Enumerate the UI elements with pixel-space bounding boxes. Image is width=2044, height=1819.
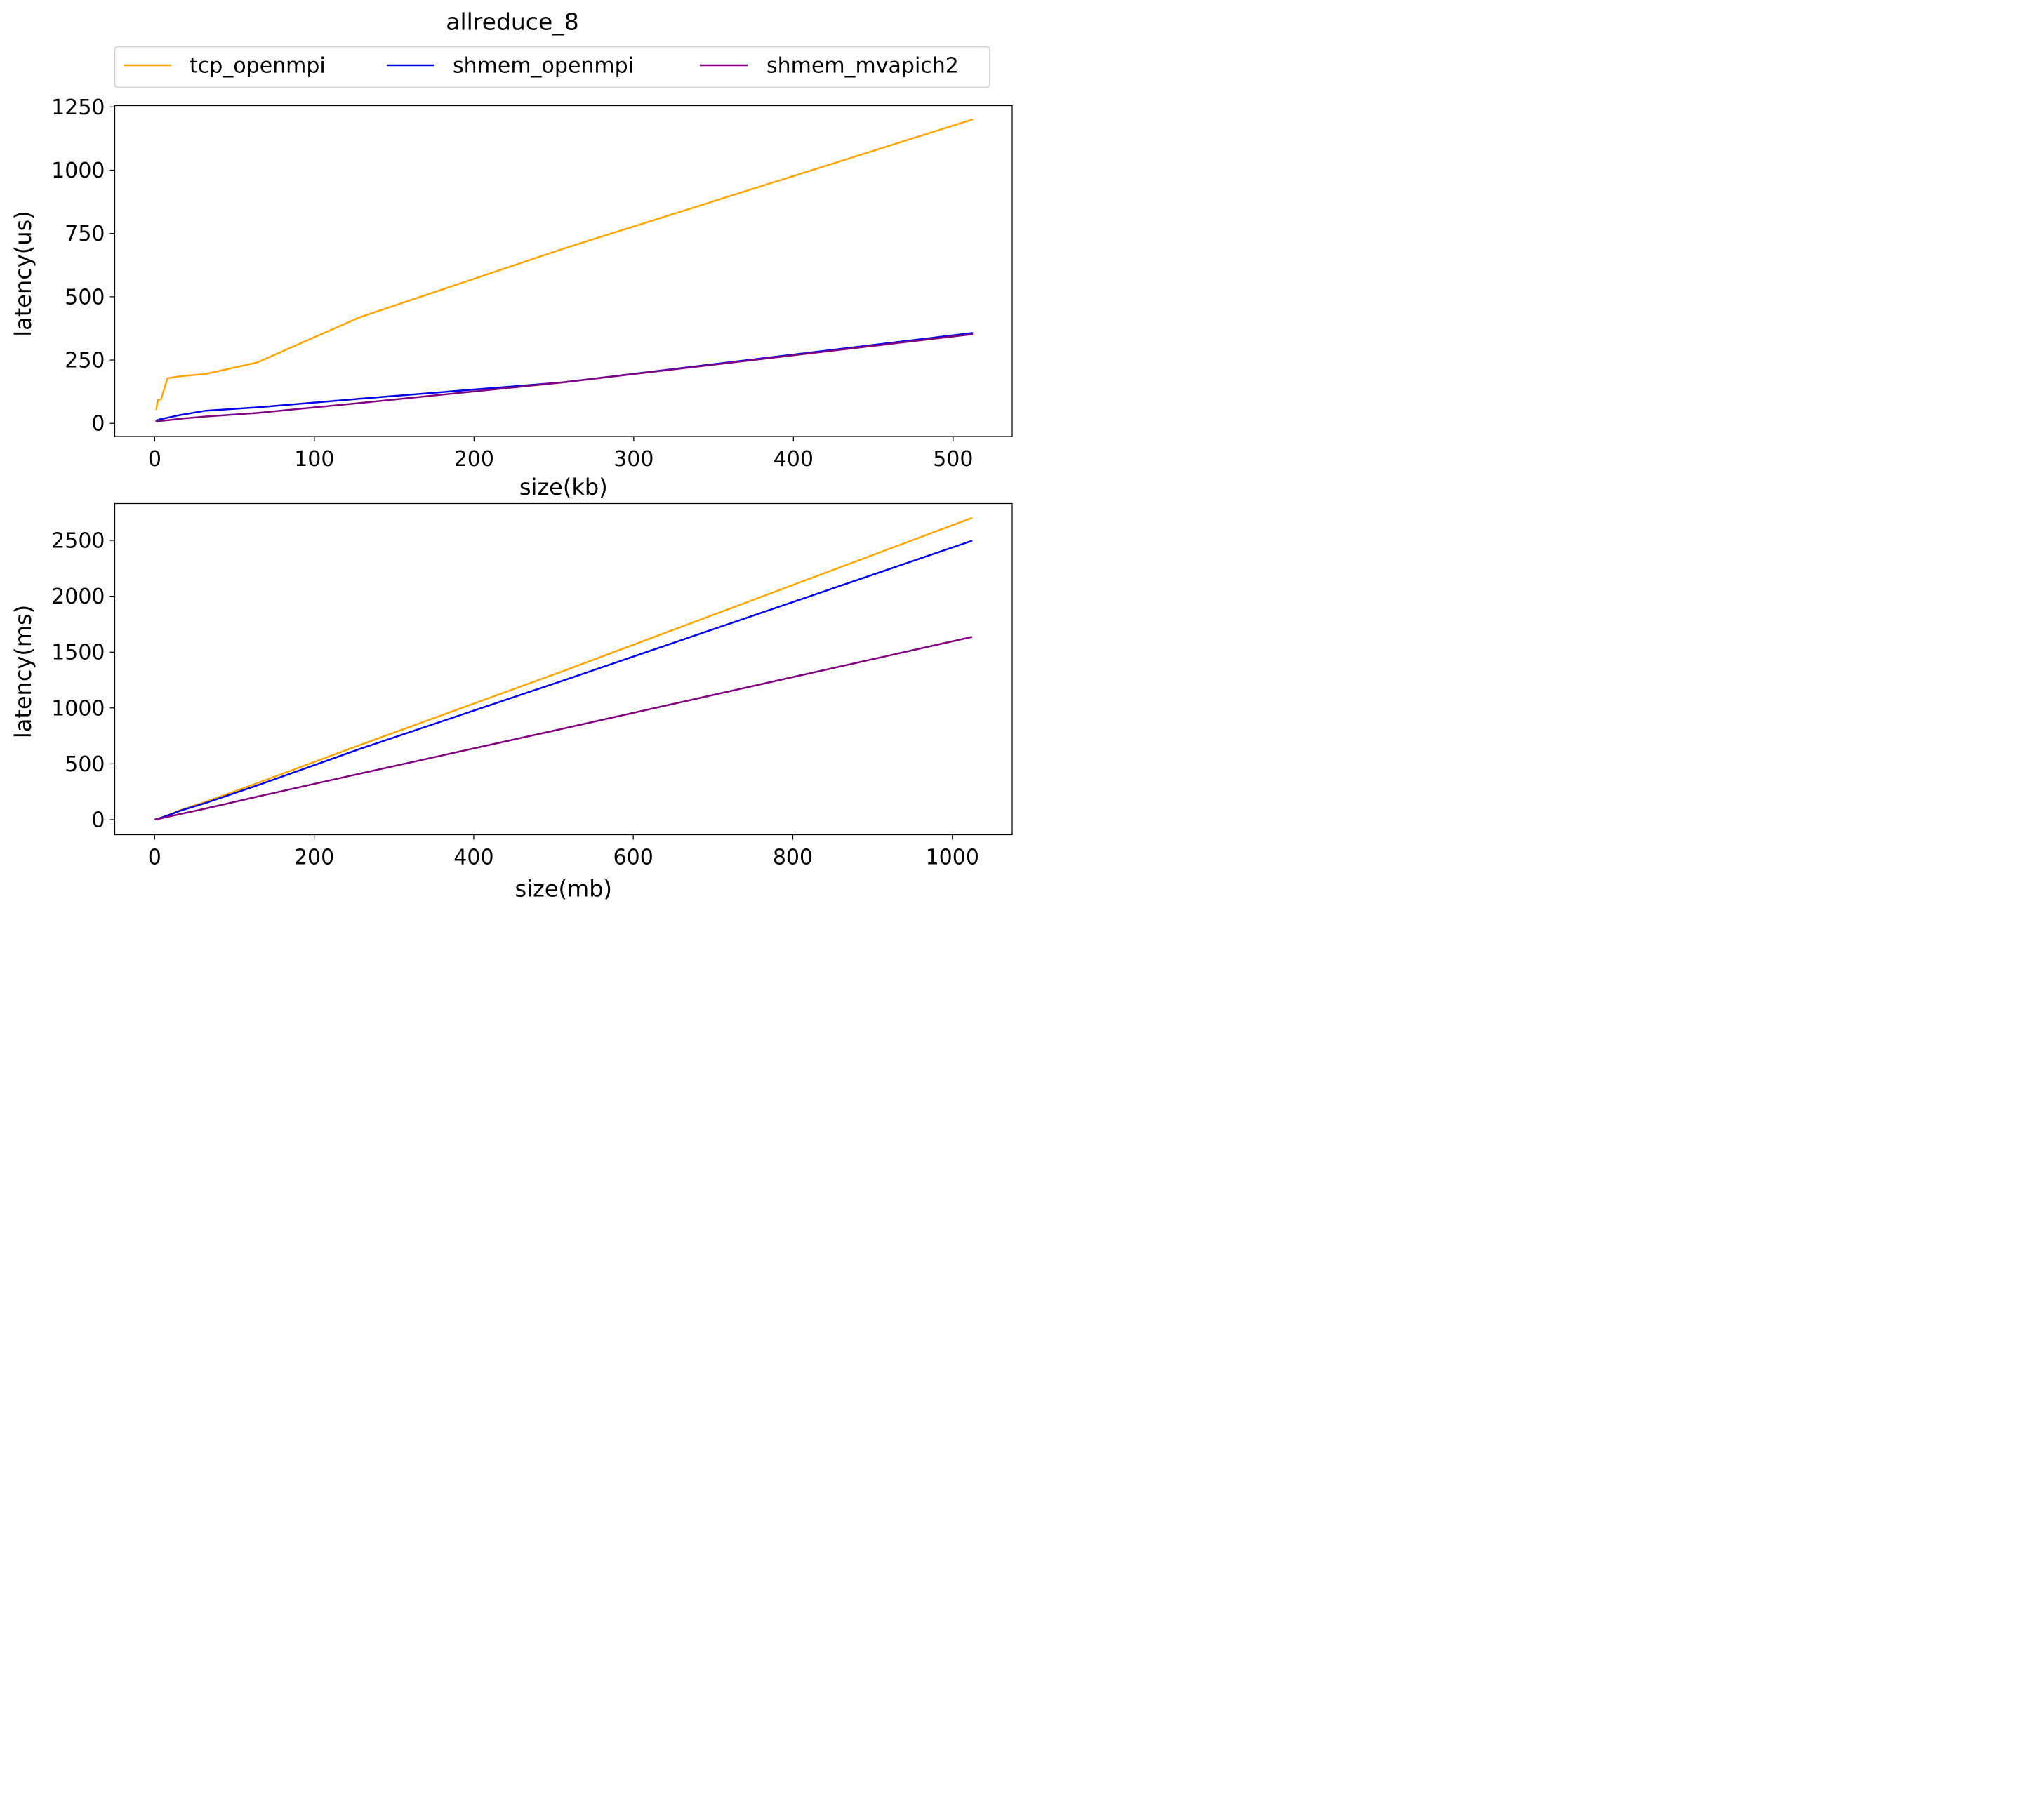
x-tick-label: 200 bbox=[454, 447, 494, 472]
y-axis-label: latency(ms) bbox=[10, 605, 36, 738]
legend-entry-tcp-openmpi: tcp_openmpi bbox=[124, 54, 326, 79]
bottom-subplot-mb: 0 200 400 600 800 1000 0 500 1000 1500 2000 2500 siz… bbox=[10, 502, 1013, 902]
y-tick-label: 1500 bbox=[51, 641, 105, 665]
x-tick-label: 600 bbox=[613, 846, 653, 870]
x-tick-label: 200 bbox=[294, 846, 334, 870]
plot-area-frame bbox=[114, 105, 1013, 437]
x-axis-label: size(kb) bbox=[519, 474, 608, 500]
x-tick-label: 400 bbox=[774, 447, 814, 472]
x-tick-label: 0 bbox=[148, 846, 161, 870]
x-tick-label: 0 bbox=[148, 447, 161, 472]
chart-figure: allreduce_8 tcp_openmpi shmem_openmpi sh… bbox=[10, 8, 1013, 902]
x-axis-label: size(mb) bbox=[515, 876, 613, 902]
legend-entry-shmem-openmpi: shmem_openmpi bbox=[387, 54, 634, 79]
y-axis-label: latency(us) bbox=[10, 211, 36, 336]
y-tick-label: 2500 bbox=[51, 529, 105, 554]
y-tick-label: 250 bbox=[65, 349, 105, 373]
y-tick-label: 0 bbox=[91, 808, 105, 833]
top-subplot-kb: 0 100 200 300 400 500 0 250 500 750 1000 1250 size(k… bbox=[10, 95, 1013, 500]
series-line-tcp-openmpi bbox=[154, 517, 973, 820]
legend-entry-shmem-mvapich2: shmem_mvapich2 bbox=[700, 54, 959, 79]
legend: tcp_openmpi shmem_openmpi shmem_mvapich2 bbox=[114, 46, 990, 88]
x-tick-label: 100 bbox=[294, 447, 334, 472]
series-line-shmem-openmpi bbox=[155, 332, 974, 422]
legend-label-shmem-mvapich2: shmem_mvapich2 bbox=[766, 54, 959, 79]
y-tick-label: 1250 bbox=[51, 95, 105, 120]
legend-label-shmem-openmpi: shmem_openmpi bbox=[453, 54, 634, 79]
series-line-tcp-openmpi bbox=[155, 119, 974, 411]
x-tick-label: 500 bbox=[933, 447, 973, 472]
legend-frame bbox=[114, 46, 990, 88]
series-line-shmem-mvapich2 bbox=[155, 333, 974, 422]
series-line-shmem-mvapich2 bbox=[154, 636, 973, 820]
y-tick-label: 1000 bbox=[51, 159, 105, 183]
plot-area-frame bbox=[114, 502, 1013, 836]
y-tick-label: 500 bbox=[65, 285, 105, 309]
legend-label-tcp-openmpi: tcp_openmpi bbox=[190, 54, 326, 79]
series-line-shmem-openmpi bbox=[154, 540, 973, 820]
x-tick-label: 800 bbox=[773, 846, 813, 870]
y-tick-label: 0 bbox=[91, 412, 105, 437]
x-tick-label: 1000 bbox=[926, 846, 979, 870]
x-tick-label: 300 bbox=[613, 447, 653, 472]
y-tick-label: 1000 bbox=[51, 696, 105, 721]
y-tick-label: 500 bbox=[65, 752, 105, 777]
y-tick-label: 750 bbox=[65, 222, 105, 246]
chart-title: allreduce_8 bbox=[446, 8, 579, 36]
y-tick-label: 2000 bbox=[51, 585, 105, 609]
x-tick-label: 400 bbox=[453, 846, 493, 870]
